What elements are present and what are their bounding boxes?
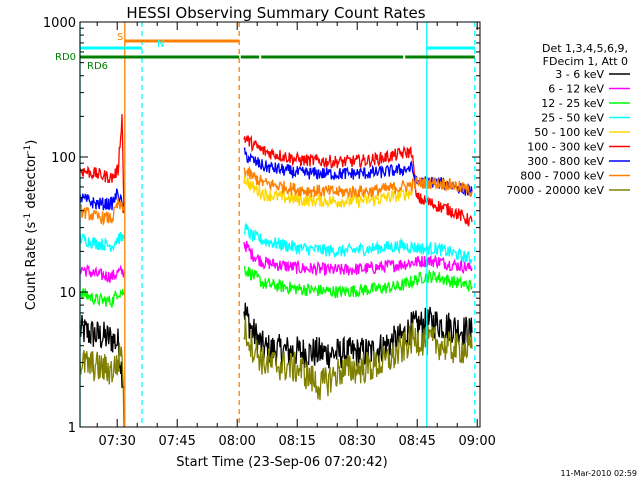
plot-frame bbox=[79, 21, 481, 428]
y-tick-label: 10 bbox=[59, 286, 76, 301]
timestamp-footer: 11-Mar-2010 02:59 bbox=[561, 469, 638, 478]
legend-entry-7: 800 - 7000 keV bbox=[520, 170, 604, 183]
legend: Det 1,3,4,5,6,9,FDecim 1, Att 03 - 6 keV… bbox=[506, 42, 630, 197]
flag-bars-group: S N RD0 RD6 bbox=[55, 32, 475, 72]
series-line-8-seg-1 bbox=[243, 315, 473, 401]
flag-label-S: S bbox=[117, 32, 123, 43]
x-tick-label: 07:45 bbox=[158, 434, 195, 449]
plot-lines-group bbox=[79, 114, 473, 428]
y-axis-label-mid: detector bbox=[24, 153, 39, 213]
flag-label-RD6: RD6 bbox=[87, 61, 108, 72]
y-axis-label-sup1: -1 bbox=[23, 213, 33, 222]
y-axis-label-main: Count Rate (s bbox=[24, 222, 39, 311]
legend-header-0: Det 1,3,4,5,6,9, bbox=[542, 42, 628, 55]
y-tick-label: 1000 bbox=[43, 16, 76, 31]
series-line-7-seg-1 bbox=[243, 165, 473, 199]
y-tick-label: 100 bbox=[51, 151, 76, 166]
flag-label-N: N bbox=[157, 39, 164, 50]
series-line-1-seg-0 bbox=[79, 263, 125, 283]
legend-entry-6: 300 - 800 keV bbox=[527, 155, 604, 168]
y-tick-label: 1 bbox=[68, 421, 76, 436]
vertical-markers-group bbox=[79, 22, 476, 427]
y-axis-label: Count Rate (s-1 detector-1) bbox=[23, 140, 39, 311]
x-tick-label: 08:45 bbox=[398, 434, 435, 449]
x-tick-label: 09:00 bbox=[458, 434, 495, 449]
chart-title: HESSI Observing Summary Count Rates bbox=[126, 4, 425, 22]
series-line-6-seg-0 bbox=[79, 188, 125, 214]
series-line-0-seg-1 bbox=[243, 302, 473, 369]
y-axis-label-sup2: -1 bbox=[23, 145, 33, 154]
series-line-2-seg-1 bbox=[243, 265, 473, 299]
series-line-5-seg-0 bbox=[79, 114, 125, 211]
series-line-2-seg-0 bbox=[79, 288, 125, 308]
series-line-5-seg-1 bbox=[243, 134, 473, 228]
legend-entry-1: 6 - 12 keV bbox=[548, 83, 604, 96]
y-axis-ticks: 1 10 100 1000 bbox=[43, 16, 480, 436]
y-axis-label-end: ) bbox=[24, 140, 39, 145]
legend-entry-4: 50 - 100 keV bbox=[534, 126, 604, 139]
legend-header-1: FDecim 1, Att 0 bbox=[543, 55, 628, 68]
legend-entry-0: 3 - 6 keV bbox=[555, 68, 604, 81]
series-line-3-seg-0 bbox=[79, 231, 125, 252]
series-line-7-seg-0 bbox=[79, 197, 125, 227]
x-tick-label: 07:30 bbox=[98, 434, 135, 449]
x-axis-label: Start Time (23-Sep-06 07:20:42) bbox=[176, 455, 387, 470]
legend-entry-8: 7000 - 20000 keV bbox=[506, 184, 604, 197]
x-tick-label: 08:15 bbox=[278, 434, 315, 449]
series-line-4-seg-0 bbox=[243, 175, 413, 209]
x-axis-ticks: 07:30 07:45 08:00 08:15 08:30 08:45 09:00 bbox=[96, 22, 496, 449]
series-line-3-seg-1 bbox=[243, 221, 473, 265]
series-line-1-seg-1 bbox=[243, 240, 473, 276]
x-tick-label: 08:00 bbox=[218, 434, 255, 449]
series-line-0-seg-0 bbox=[79, 314, 125, 389]
legend-entry-5: 100 - 300 keV bbox=[527, 141, 604, 154]
flag-label-RD0: RD0 bbox=[55, 52, 76, 63]
series-line-8-seg-0 bbox=[79, 342, 125, 428]
x-tick-label: 08:30 bbox=[338, 434, 375, 449]
legend-entry-3: 25 - 50 keV bbox=[541, 112, 604, 125]
legend-entry-2: 12 - 25 keV bbox=[541, 97, 604, 110]
